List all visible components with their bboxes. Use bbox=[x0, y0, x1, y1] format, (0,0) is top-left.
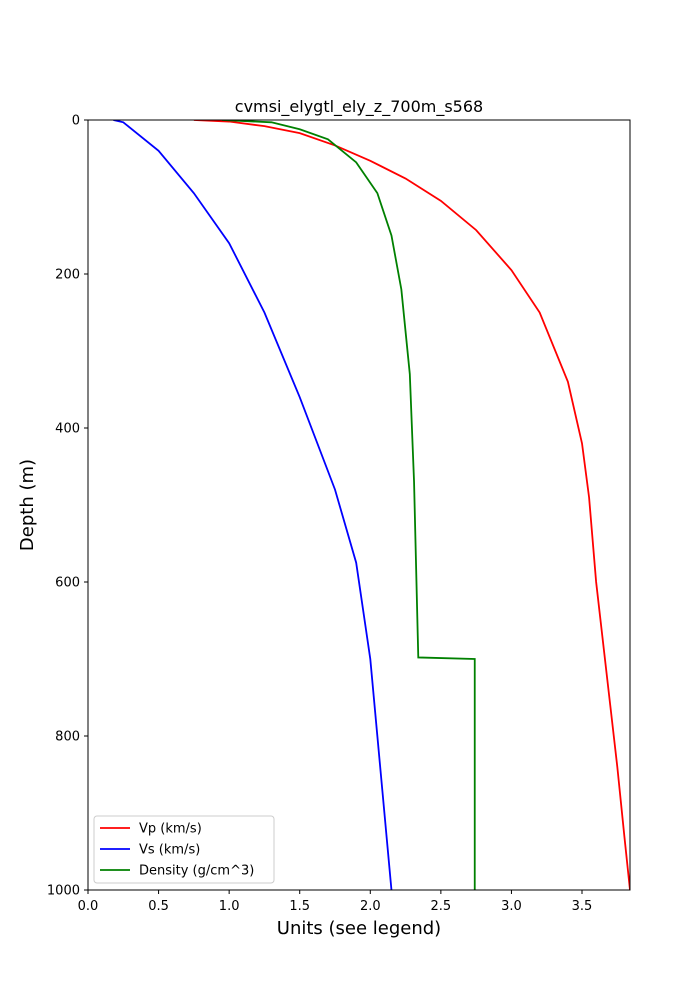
x-tick-label-2: 1.0 bbox=[219, 899, 240, 914]
x-axis-label: Units (see legend) bbox=[277, 918, 441, 939]
legend-box bbox=[93, 815, 275, 884]
y-tick-label-3: 600 bbox=[55, 576, 80, 591]
x-tick-label-3: 1.5 bbox=[289, 899, 310, 914]
y-tick-label-2: 400 bbox=[55, 422, 80, 437]
x-tick-label-1: 0.5 bbox=[148, 899, 169, 914]
y-tick-label-4: 800 bbox=[55, 730, 80, 745]
legend-label-1: Vs (km/s) bbox=[139, 843, 200, 858]
legend-label-2: Density (g/cm^3) bbox=[139, 864, 254, 879]
x-tick-label-0: 0.0 bbox=[78, 899, 99, 914]
plot-frame bbox=[87, 119, 631, 891]
plot-area: 0.0 0.5 1.0 1.5 2.0 2.5 3.0 3.5 0 200 400 600 800 100… bbox=[47, 114, 631, 914]
legend: Vp (km/s) Vs (km/s) Density (g/cm^3) bbox=[93, 815, 275, 884]
chart-title: cvmsi_elygtl_ely_z_700m_s568 bbox=[235, 97, 483, 117]
x-tick-label-6: 3.0 bbox=[501, 899, 522, 914]
y-tick-label-5: 1000 bbox=[47, 884, 80, 899]
series-line-1 bbox=[113, 120, 393, 890]
x-tick-label-7: 3.5 bbox=[572, 899, 593, 914]
x-tick-label-5: 2.5 bbox=[431, 899, 452, 914]
legend-label-0: Vp (km/s) bbox=[139, 822, 202, 837]
y-tick-label-0: 0 bbox=[72, 114, 80, 129]
y-tick-label-1: 200 bbox=[55, 268, 80, 283]
y-axis-label: Depth (m) bbox=[17, 459, 38, 551]
series-line-2 bbox=[222, 120, 476, 890]
series-line-0 bbox=[193, 120, 630, 890]
x-tick-label-4: 2.0 bbox=[360, 899, 381, 914]
